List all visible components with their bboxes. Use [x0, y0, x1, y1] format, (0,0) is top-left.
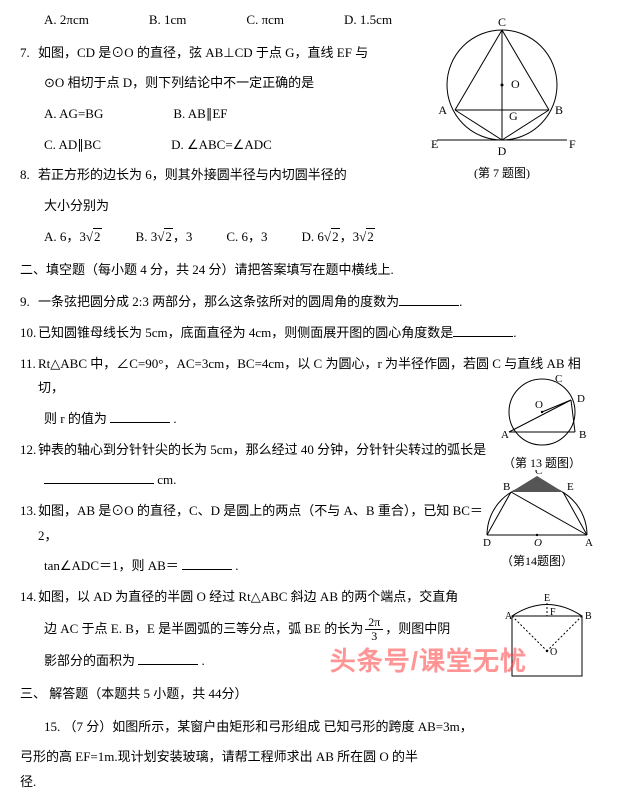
q6-opt-b: B. 1cm [149, 8, 187, 33]
q7-line2: ⊙O 相切于点 D，则下列结论中不一定正确的是 [20, 71, 420, 96]
q8-line1: 8. 若正方形的边长为 6，则其外接圆半径与内切圆半径的 [20, 163, 420, 188]
q11-text2: 则 r 的值为 [44, 411, 107, 426]
q10-text: 已知圆锥母线长为 5cm，底面直径为 4cm，则侧面展开图的圆心角度数是 [38, 321, 453, 346]
q13-end: . [235, 558, 238, 573]
q9-blank [399, 293, 459, 306]
svg-text:F: F [569, 137, 576, 151]
watermark: 头条号/课堂无忧 [330, 637, 527, 686]
q6-opt-d: D. 1.5cm [344, 8, 392, 33]
svg-text:A: A [501, 429, 509, 441]
svg-text:D: D [483, 537, 491, 548]
q8-text1: 若正方形的边长为 6，则其外接圆半径与内切圆半径的 [38, 163, 347, 188]
svg-text:F: F [550, 607, 556, 618]
q13-num: 13. [20, 499, 38, 524]
q15-line3: 径. [20, 770, 597, 795]
section2-heading: 二、填空题（每小题 4 分，共 24 分）请把答案填写在题中横线上. [20, 258, 597, 283]
q9-text: 一条弦把圆分成 2:3 两部分，那么这条弦所对的圆周角的度数为 [38, 290, 399, 315]
svg-text:C: C [498, 15, 506, 29]
q7-caption: (第 7 题图) [417, 162, 587, 185]
q6-opt-c: C. πcm [246, 8, 284, 33]
q6-opt-a: A. 2πcm [44, 8, 89, 33]
q15-num: 15. [44, 719, 60, 734]
q7-opt-c: C. AD∥BC [44, 133, 101, 158]
q8-opt-d: D. 62，32 [302, 225, 375, 250]
svg-text:B: B [579, 429, 586, 441]
q14-text2: 边 AC 于点 E. B，E 是半圆弧的三等分点，弧 BE 的长为 [44, 617, 363, 642]
q14-num: 14. [20, 585, 38, 610]
q8-opt-c: C. 6，3 [226, 225, 267, 250]
q14-line1: 14. 如图，以 AD 为直径的半圆 O 经过 Rt△ABC 斜边 AB 的两个… [20, 585, 490, 610]
svg-text:C: C [535, 470, 542, 477]
svg-text:D: D [577, 393, 585, 405]
q14-figure: D A O B C E （第14题图） [477, 470, 597, 573]
q15-line1: 15. （7 分）如图所示，某窗户由矩形和弓形组成 已知弓形的跨度 AB=3m， [20, 715, 490, 740]
q13-svg: A B C D O [487, 372, 597, 450]
q12-line1: 12. 钟表的轴心到分针针尖的长为 5cm，那么经过 40 分钟，分针针尖转过的… [20, 438, 490, 463]
q8-opt-b: B. 32，3 [136, 225, 193, 250]
q13-blank [182, 557, 232, 570]
q11-blank [110, 410, 170, 423]
q13-text1: 如图，AB 是⊙O 的直径，C、D 是圆上的两点（不与 A、B 重合），已知 B… [38, 499, 490, 548]
q8-options: A. 6，32 B. 32，3 C. 6，3 D. 62，32 [20, 225, 597, 250]
q7-num: 7. [20, 41, 38, 66]
svg-text:E: E [544, 593, 550, 604]
q7-svg: C O A B G D E F [417, 10, 587, 160]
q14-svg: D A O B C E [477, 470, 597, 548]
q14-text3: 影部分的面积为 [44, 653, 135, 668]
svg-text:E: E [567, 481, 574, 493]
q15-line2: 弓形的高 EF=1m.现计划安装玻璃，请帮工程师求出 AB 所在圆 O 的半 [20, 745, 490, 770]
svg-text:A: A [505, 611, 513, 622]
svg-text:O: O [534, 537, 542, 548]
svg-text:B: B [503, 481, 510, 493]
svg-text:O: O [535, 399, 543, 411]
svg-text:O: O [550, 647, 557, 658]
q13-text2: tan∠ADC＝1，则 AB＝ [44, 558, 179, 573]
q8-num: 8. [20, 163, 38, 188]
svg-text:E: E [431, 137, 438, 151]
q14-blank [138, 652, 198, 665]
q9-end: . [459, 290, 462, 315]
q12-blank [44, 471, 154, 484]
q10-num: 10. [20, 321, 38, 346]
svg-text:G: G [509, 109, 518, 123]
svg-text:B: B [585, 611, 592, 622]
svg-text:B: B [555, 103, 563, 117]
q9-num: 9. [20, 290, 38, 315]
q15-text1: （7 分）如图所示，某窗户由矩形和弓形组成 已知弓形的跨度 AB=3m， [64, 719, 473, 734]
q7-opt-b: B. AB∥EF [173, 102, 227, 127]
q12-text1: 钟表的轴心到分针针尖的长为 5cm，那么经过 40 分钟，分针针尖转过的弧长是 [38, 438, 486, 463]
q13-figure: A B C D O （第 13 题图） [487, 372, 597, 475]
svg-text:O: O [511, 77, 520, 91]
q7-figure: C O A B G D E F (第 7 题图) [417, 10, 587, 185]
q10-blank [453, 324, 513, 337]
svg-text:D: D [498, 144, 507, 158]
q14-end: . [202, 653, 205, 668]
q10: 10. 已知圆锥母线长为 5cm，底面直径为 4cm，则侧面展开图的圆心角度数是… [20, 321, 597, 346]
q11-end: . [173, 411, 176, 426]
svg-text:C: C [555, 373, 562, 385]
q12-num: 12. [20, 438, 38, 463]
q14-caption: （第14题图） [477, 550, 597, 573]
q7-text1: 如图，CD 是⊙O 的直径，弦 AB⊥CD 于点 G，直线 EF 与 [38, 41, 368, 66]
svg-text:A: A [438, 103, 447, 117]
q8-opt-a: A. 6，32 [44, 225, 102, 250]
q11-num: 11. [20, 352, 38, 377]
q10-end: . [513, 321, 516, 346]
svg-text:A: A [585, 537, 593, 548]
q7-line1: 7. 如图，CD 是⊙O 的直径，弦 AB⊥CD 于点 G，直线 EF 与 [20, 41, 420, 66]
q12-end: cm. [157, 472, 176, 487]
q7-opt-d: D. ∠ABC=∠ADC [171, 133, 272, 158]
q13-line1: 13. 如图，AB 是⊙O 的直径，C、D 是圆上的两点（不与 A、B 重合），… [20, 499, 490, 548]
q14-text1: 如图，以 AD 为直径的半圆 O 经过 Rt△ABC 斜边 AB 的两个端点，交… [38, 585, 458, 610]
q8-line2: 大小分别为 [20, 194, 597, 219]
q7-opt-a: A. AG=BG [44, 102, 103, 127]
q9: 9. 一条弦把圆分成 2:3 两部分，那么这条弦所对的圆周角的度数为 . [20, 290, 597, 315]
